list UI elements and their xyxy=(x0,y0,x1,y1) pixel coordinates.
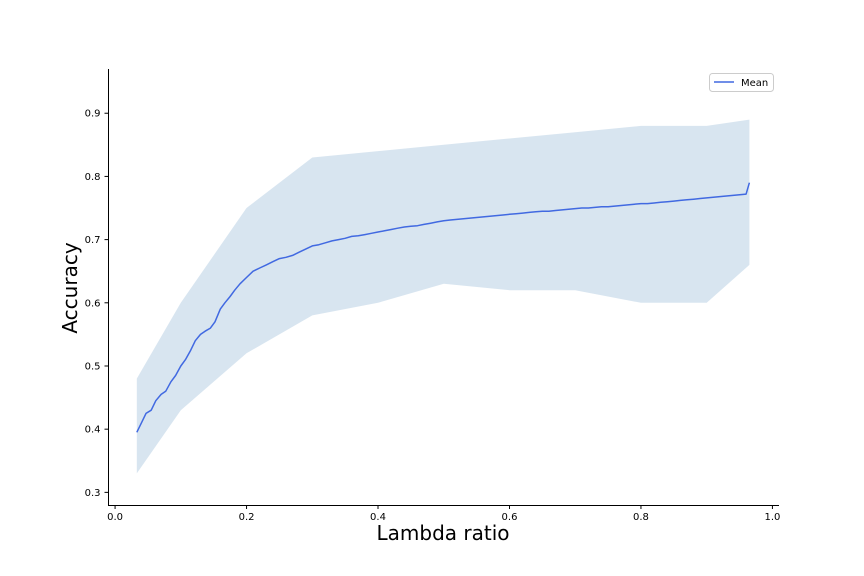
x-tick-label: 0.2 xyxy=(239,512,255,523)
y-tick-label: 0.3 xyxy=(85,488,101,499)
y-axis-title: Accuracy xyxy=(58,242,82,333)
legend-box xyxy=(709,73,774,92)
x-tick-label: 0.4 xyxy=(370,512,386,523)
y-tick-label: 0.7 xyxy=(85,235,101,246)
y-tick-label: 0.9 xyxy=(85,109,101,120)
axes xyxy=(108,69,779,506)
x-tick-label: 0.6 xyxy=(502,512,518,523)
legend-label-mean: Mean xyxy=(741,78,768,89)
y-tick-label: 0.6 xyxy=(85,298,101,309)
y-tick-label: 0.5 xyxy=(85,361,101,372)
mean-line xyxy=(136,182,751,433)
x-tick-label: 1.0 xyxy=(764,512,780,523)
confidence-band xyxy=(136,119,750,474)
x-tick-label: 0.0 xyxy=(107,512,123,523)
x-ticks: 0.0 0.2 0.4 0.6 0.8 1.0 xyxy=(107,505,780,523)
y-ticks: 0.3 0.4 0.5 0.6 0.7 0.8 0.9 xyxy=(85,109,109,499)
x-axis-title: Lambda ratio xyxy=(377,521,510,545)
x-tick-label: 0.8 xyxy=(633,512,649,523)
y-tick-label: 0.8 xyxy=(85,172,101,183)
legend: Mean xyxy=(709,73,774,92)
y-tick-label: 0.4 xyxy=(85,425,101,436)
plot-area xyxy=(136,119,751,474)
